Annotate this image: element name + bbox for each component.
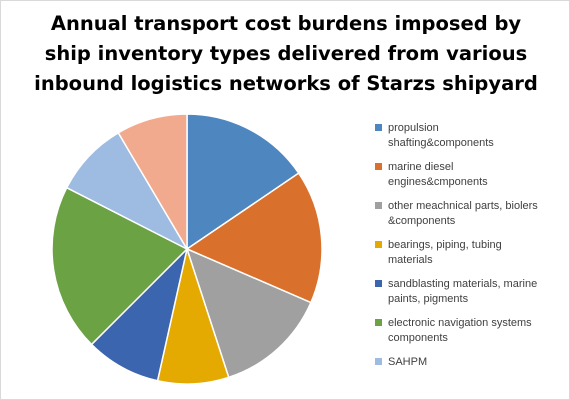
- pie-slice-2: [185, 247, 312, 379]
- pie-slice-1: [185, 172, 323, 304]
- legend-item-4: sandblasting materials, marine paints, pi…: [375, 277, 567, 307]
- legend-swatch-0: [375, 124, 382, 131]
- legend-label-1-0: marine diesel: [388, 161, 454, 173]
- legend-label-5-0: electronic navigation systems: [388, 317, 532, 329]
- legend-label-0-0: propulsion: [388, 122, 439, 134]
- legend-label-4-0: sandblasting materials, marine: [388, 278, 538, 290]
- pie-slice-7: [117, 113, 188, 252]
- legend-label-3-0: bearings, piping, tubing: [388, 239, 502, 251]
- legend-item-6: SAHPM: [375, 355, 567, 370]
- pie-slice-0: [186, 113, 300, 251]
- legend-swatch-1: [375, 163, 382, 170]
- legend-swatch-3: [375, 241, 382, 248]
- legend-label-5-1: components: [388, 332, 448, 344]
- pie-slice-5: [51, 186, 189, 346]
- legend-swatch-5: [375, 319, 382, 326]
- legend-item-5: electronic navigation systems components: [375, 316, 567, 346]
- legend-swatch-6: [375, 358, 382, 365]
- legend-label-3-1: materials: [388, 254, 433, 266]
- legend-label-0-1: shafting&components: [388, 137, 494, 149]
- legend-item-1: marine diesel engines&cmponents: [375, 160, 567, 190]
- legend-swatch-2: [375, 202, 382, 209]
- legend-item-2: other meachnical parts, biolers &componen…: [375, 199, 567, 229]
- legend-label-2-1: &components: [388, 215, 456, 227]
- legend-item-0: propulsion shafting&components: [375, 121, 567, 151]
- legend-label-6-0: SAHPM: [388, 356, 428, 368]
- legend-label-2-0: other meachnical parts, biolers: [388, 200, 538, 212]
- chart-legend: propulsion shafting&components marine dies…: [375, 121, 567, 379]
- chart-title-line-2: ship inventory types delivered from vari…: [44, 42, 528, 65]
- legend-label-4-1: paints, pigments: [388, 293, 469, 305]
- legend-item-3: bearings, piping, tubing materials: [375, 238, 567, 268]
- chart-title-line-1: Annual transport cost burdens imposed by: [50, 12, 522, 35]
- chart-title-line-3: inbound logistics networks of Starzs shi…: [34, 72, 538, 95]
- chart-title: Annual transport cost burdens imposed by…: [31, 9, 541, 99]
- legend-swatch-4: [375, 280, 382, 287]
- legend-label-1-1: engines&cmponents: [388, 176, 488, 188]
